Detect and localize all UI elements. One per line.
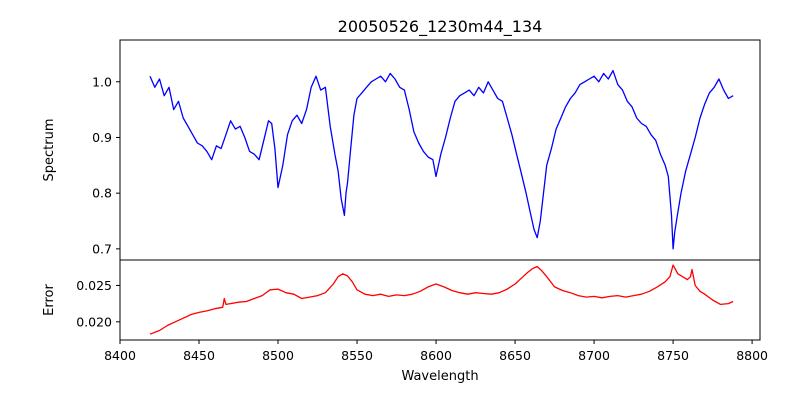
error-xtick-label: 8450 <box>183 348 215 363</box>
error-xtick-label: 8800 <box>736 348 768 363</box>
error-xtick-label: 8550 <box>341 348 373 363</box>
error-xtick-label: 8750 <box>657 348 689 363</box>
error-series-line <box>149 264 734 335</box>
chart-title: 20050526_1230m44_134 <box>338 17 543 37</box>
error-xtick-label: 8400 <box>104 348 136 363</box>
error-axis-label: Error <box>42 284 57 316</box>
spectrum-series-line <box>149 69 734 250</box>
error-xtick-label: 8500 <box>262 348 294 363</box>
error-xtick-label: 8650 <box>499 348 531 363</box>
error-ytick-label: 0.025 <box>76 278 112 293</box>
error-ytick-label: 0.020 <box>76 314 112 329</box>
spectrum-ytick-label: 0.7 <box>92 241 112 256</box>
spectrum-ytick-label: 0.9 <box>92 130 112 145</box>
error-axes-frame <box>119 259 761 341</box>
spectrum-axis-label: Spectrum <box>42 119 57 182</box>
wavelength-axis-label: Wavelength <box>401 369 478 384</box>
spectrum-ytick-label: 1.0 <box>92 74 112 89</box>
error-xtick-label: 8700 <box>578 348 610 363</box>
spectrum-ytick-label: 0.8 <box>92 186 112 201</box>
error-xtick-label: 8600 <box>420 348 452 363</box>
error-panel: 0.020 0.025 8400 8450 8500 8550 8600 8650 8700 87… <box>76 259 768 363</box>
